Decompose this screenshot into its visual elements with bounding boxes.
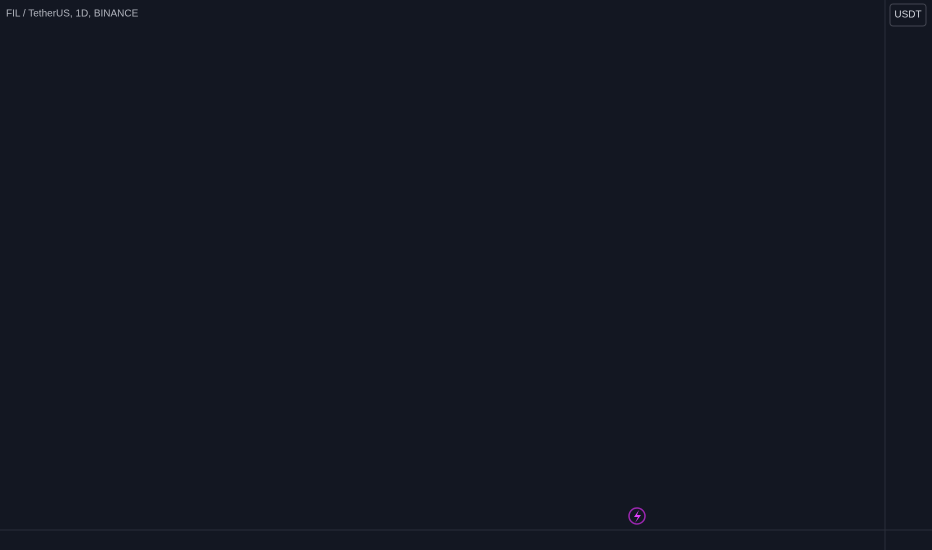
unit-box[interactable] [889, 3, 927, 27]
icon-circle[interactable] [628, 507, 646, 525]
axis-unit[interactable]: USDT [894, 10, 921, 21]
icon[interactable] [628, 507, 646, 525]
icon-bolt[interactable] [634, 510, 641, 523]
chart-title: FIL / TetherUS, 1D, BINANCE [6, 9, 139, 20]
